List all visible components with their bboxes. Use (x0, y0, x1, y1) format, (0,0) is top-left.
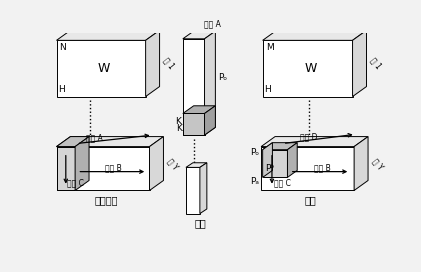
Polygon shape (183, 39, 205, 135)
Polygon shape (288, 143, 297, 177)
Text: H: H (58, 85, 65, 94)
Text: 输出: 输出 (305, 195, 317, 205)
Text: W: W (304, 62, 317, 75)
Polygon shape (205, 31, 216, 135)
Text: 循环 A: 循环 A (204, 19, 221, 28)
Text: 循环 A: 循环 A (86, 134, 103, 143)
Polygon shape (56, 137, 89, 147)
Polygon shape (186, 163, 207, 167)
Text: 循环 C: 循环 C (274, 178, 290, 187)
Text: H: H (264, 85, 271, 94)
Polygon shape (183, 113, 205, 135)
Polygon shape (56, 137, 163, 147)
Text: 循环 B: 循环 B (104, 163, 121, 172)
Polygon shape (56, 40, 146, 97)
Polygon shape (56, 147, 149, 190)
Text: 批 1: 批 1 (369, 56, 383, 71)
Polygon shape (263, 40, 352, 97)
Polygon shape (183, 31, 216, 39)
Text: N: N (184, 48, 190, 57)
Text: 批 Y: 批 Y (370, 156, 385, 171)
Text: 权重: 权重 (195, 219, 207, 228)
Polygon shape (186, 167, 200, 214)
Polygon shape (352, 30, 367, 97)
Polygon shape (354, 137, 368, 190)
Polygon shape (205, 106, 216, 135)
Text: N: N (60, 43, 67, 52)
Text: K: K (176, 124, 182, 133)
Polygon shape (261, 147, 354, 190)
Text: K: K (175, 117, 181, 126)
Text: Pᵇ: Pᵇ (265, 164, 274, 173)
Text: 循环 C: 循环 C (67, 178, 84, 187)
Polygon shape (75, 137, 89, 190)
Text: 循环 B: 循环 B (314, 163, 330, 172)
Text: 批 1: 批 1 (162, 56, 176, 71)
Text: 批 Y: 批 Y (166, 156, 180, 171)
Polygon shape (263, 143, 297, 150)
Polygon shape (149, 137, 163, 190)
Polygon shape (183, 106, 216, 113)
Text: 循环 D: 循环 D (300, 132, 317, 141)
Polygon shape (146, 30, 160, 97)
Polygon shape (200, 163, 207, 214)
Text: Pₒ: Pₒ (218, 73, 227, 82)
Text: Pₒ: Pₒ (250, 148, 259, 157)
Polygon shape (263, 150, 288, 177)
Polygon shape (261, 137, 368, 147)
Polygon shape (56, 30, 160, 40)
Text: W: W (98, 62, 110, 75)
Text: Pₐ: Pₐ (250, 177, 259, 186)
Text: M: M (266, 43, 274, 52)
Polygon shape (56, 147, 75, 190)
Polygon shape (263, 143, 272, 177)
Polygon shape (263, 30, 367, 40)
Text: 输入数据: 输入数据 (94, 195, 118, 205)
